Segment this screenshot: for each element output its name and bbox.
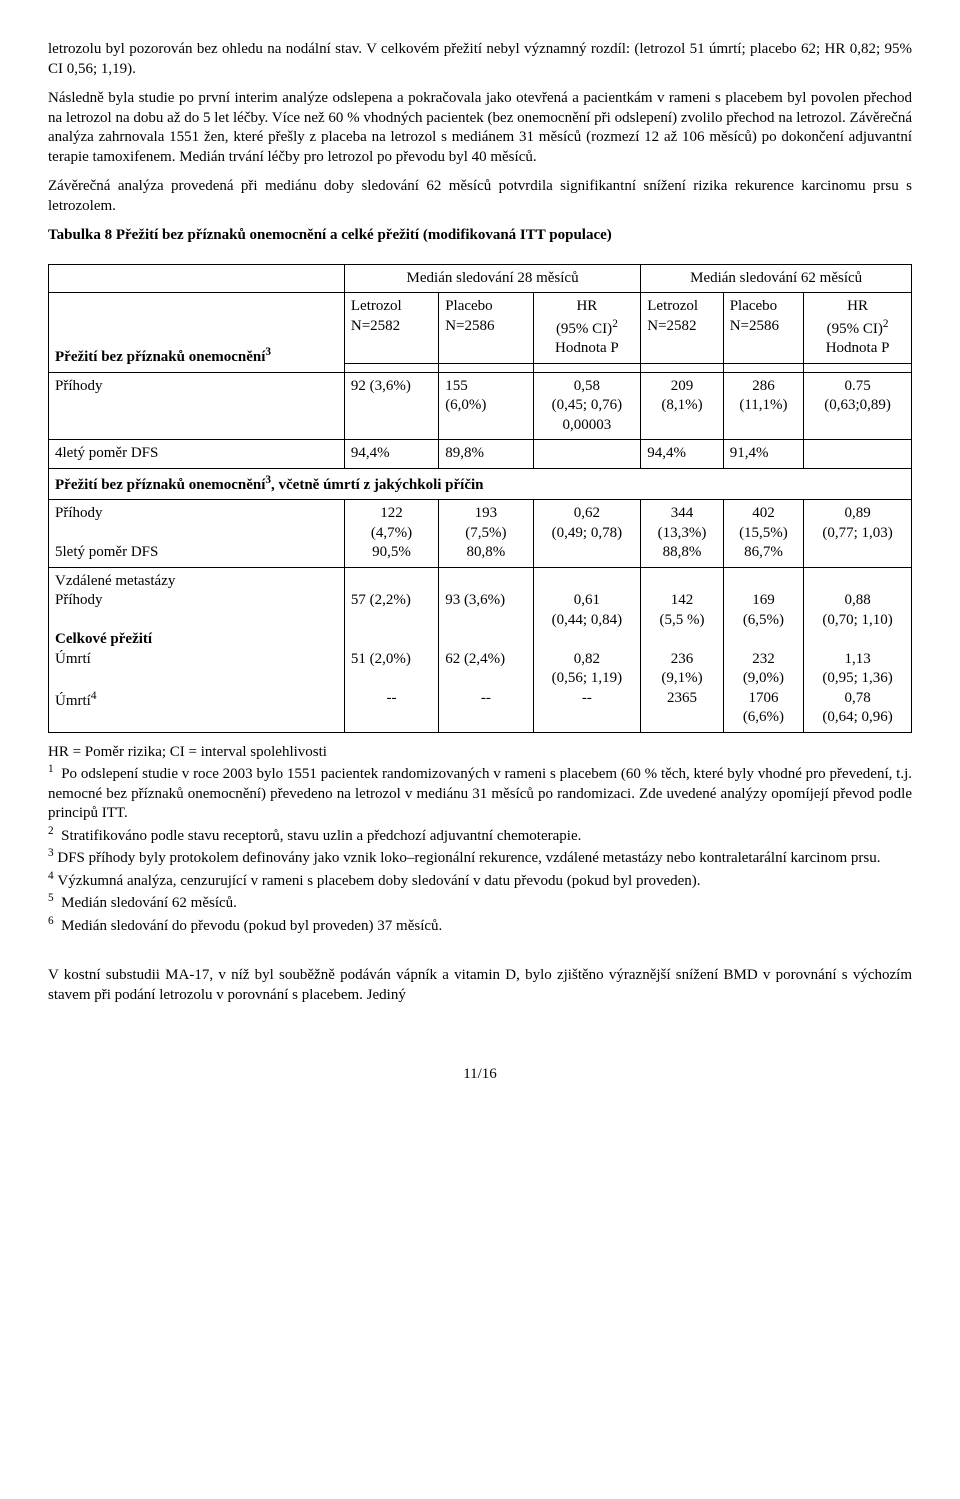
footnote-hr: HR = Poměr rizika; CI = interval spolehl… xyxy=(48,743,912,763)
results-table: Medián sledování 28 měsíců Medián sledov… xyxy=(48,264,912,733)
paragraph-3: Závěrečná analýza provedená při mediánu … xyxy=(48,177,912,216)
row-vzdalene: Vzdálené metastázy Příhody Celkové přeži… xyxy=(49,567,912,732)
col-pla-62: PlaceboN=2586 xyxy=(723,293,803,364)
page-number: 11/16 xyxy=(48,1065,912,1085)
bottom-paragraph: V kostní substudii MA-17, v níž byl soub… xyxy=(48,966,912,1005)
footnote-6: 6 Medián sledování do převodu (pokud byl… xyxy=(48,914,912,937)
section2-title-row: Přežití bez příznaků onemocnění3, včetně… xyxy=(49,468,912,500)
footnote-4: 4 Výzkumná analýza, cenzurující v rameni… xyxy=(48,869,912,892)
group-left: Medián sledování 28 měsíců xyxy=(344,264,640,293)
footnotes: HR = Poměr rizika; CI = interval spolehl… xyxy=(48,743,912,937)
col-pla-28: PlaceboN=2586 xyxy=(439,293,533,364)
row-prihody-1: Příhody 92 (3,6%) 155(6,0%) 0,58(0,45; 0… xyxy=(49,372,912,440)
row-4dfs: 4letý poměr DFS 94,4% 89,8% 94,4% 91,4% xyxy=(49,440,912,469)
col-let-28: LetrozolN=2582 xyxy=(344,293,438,364)
section1-title-cell: Přežití bez příznaků onemocnění3 xyxy=(49,293,345,373)
group-right: Medián sledování 62 měsíců xyxy=(641,264,912,293)
paragraph-2: Následně byla studie po první interim an… xyxy=(48,89,912,167)
footnote-2: 2 Stratifikováno podle stavu receptorů, … xyxy=(48,824,912,847)
col-hr-62: HR(95% CI)2Hodnota P xyxy=(804,293,912,364)
row-prihody-2: Příhody5letý poměr DFS 122(4,7%)90,5% 19… xyxy=(49,500,912,568)
paragraph-1: letrozolu byl pozorován bez ohledu na no… xyxy=(48,40,912,79)
col-hr-28: HR(95% CI)2Hodnota P xyxy=(533,293,641,364)
col-let-62: LetrozolN=2582 xyxy=(641,293,723,364)
footnote-1: 1 Po odslepení studie v roce 2003 bylo 1… xyxy=(48,762,912,824)
footnote-5: 5 Medián sledování 62 měsíců. xyxy=(48,891,912,914)
table-title: Tabulka 8 Přežití bez příznaků onemocněn… xyxy=(48,226,912,246)
footnote-3: 3 DFS příhody byly protokolem definovány… xyxy=(48,846,912,869)
blank-cell xyxy=(49,264,345,293)
